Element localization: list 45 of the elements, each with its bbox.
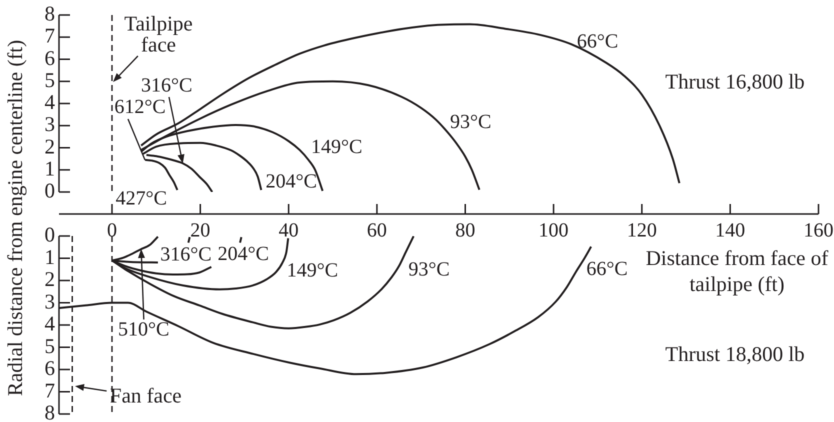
legend-label: 316°C [160, 244, 212, 266]
x-tick-label: 0 [106, 219, 117, 242]
x-tick-label: 80 [455, 219, 476, 242]
series-label: 204°C [266, 170, 317, 192]
x-axis-title: Distance from face of tailpipe (ft) [644, 245, 830, 297]
y-tick-label: 8 [44, 2, 55, 26]
y-tick-label: 1 [44, 244, 55, 269]
y-tick-label: 8 [44, 400, 55, 422]
y-axis-title: Radial distance from engine centerline (ft) [3, 40, 27, 396]
y-tick-label: 1 [44, 156, 55, 180]
annotation: Thrust 16,800 lb [665, 69, 805, 94]
y-tick-label: 7 [44, 378, 55, 402]
annotation: 612°C [114, 96, 166, 118]
series-label: 93°C [408, 258, 450, 280]
annotation: Thrust 18,800 lb [665, 342, 805, 366]
series-label: 149°C [310, 136, 362, 158]
series-label: 66°C [576, 30, 618, 52]
series-label: 66°C [586, 258, 628, 280]
x-tick-label: 100 [538, 219, 569, 242]
x-tick-label: 140 [715, 219, 746, 242]
y-tick-label: 5 [44, 334, 55, 358]
series-label: 149°C [286, 259, 338, 282]
legend-label: 316°C [140, 74, 192, 96]
y-tick-label: 3 [44, 289, 55, 314]
series-label: 93°C [450, 111, 492, 134]
y-tick-label: 4 [44, 90, 56, 114]
x-tick-label: 120 [626, 219, 657, 242]
y-tick-label: 2 [44, 134, 55, 158]
series-label: 204°C [218, 243, 270, 266]
y-tick-label: 6 [44, 46, 55, 70]
series-label: 427°C [116, 187, 168, 210]
x-tick-label: 20 [190, 219, 210, 242]
x-tick-label: 160 [804, 219, 834, 242]
y-tick-label: 2 [44, 267, 55, 292]
y-tick-label: 5 [44, 68, 55, 92]
x-tick-label: 40 [278, 219, 299, 242]
ref-line-label: Tailpipe face [124, 11, 193, 56]
ref-line-label: Fan face [110, 384, 182, 408]
x-tick-label: 60 [366, 219, 387, 242]
y-tick-label: 6 [44, 356, 55, 380]
y-tick-label: 4 [44, 312, 56, 336]
y-tick-label: 0 [44, 178, 55, 203]
text: 510°C [118, 318, 170, 341]
y-tick-label: 3 [44, 112, 55, 136]
y-tick-label: 7 [44, 24, 55, 48]
